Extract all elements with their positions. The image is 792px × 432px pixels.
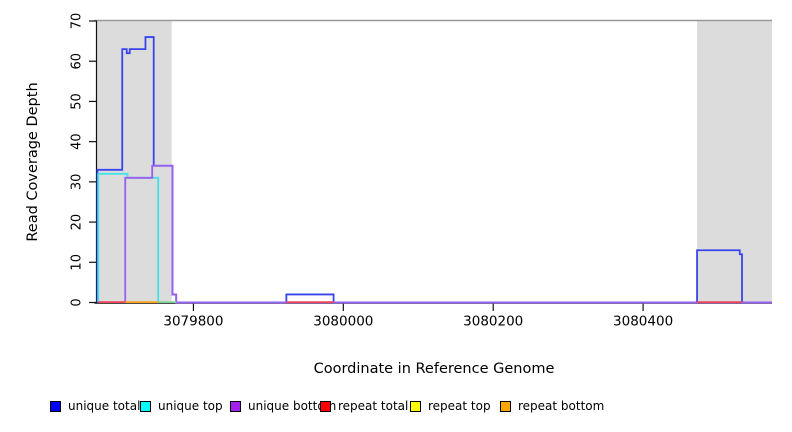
legend-swatch	[50, 400, 61, 412]
x-axis-title: Coordinate in Reference Genome	[313, 361, 555, 377]
legend-label: unique bottom	[248, 399, 337, 413]
series-unique-total	[96, 36, 772, 304]
y-tick-label: 30	[70, 174, 85, 191]
y-axis-title: Read Coverage Depth	[25, 82, 41, 242]
y-tick-label: 70	[70, 13, 85, 30]
x-tick-label: 3080000	[313, 314, 373, 330]
legend-swatch	[410, 400, 421, 412]
y-tick-label: 40	[70, 133, 85, 150]
legend-swatch	[320, 400, 331, 412]
x-tick-label: 3080200	[463, 314, 523, 330]
series-unique-top	[97, 172, 160, 303]
y-tick-label: 50	[70, 93, 85, 110]
legend-item-unique-top: unique top	[140, 398, 223, 414]
legend-label: unique total	[68, 399, 141, 413]
series-unique-bottom	[124, 164, 772, 304]
legend-item-repeat-bottom: repeat bottom	[500, 398, 604, 414]
legend-label: repeat top	[428, 399, 491, 413]
legend-item-repeat-top: repeat top	[410, 398, 491, 414]
legend-swatch	[230, 400, 241, 412]
legend-item-unique-bottom: unique bottom	[230, 398, 336, 414]
legend-item-unique-total: unique total	[50, 398, 140, 414]
y-tick-label: 60	[70, 53, 85, 70]
y-tick-label: 10	[70, 254, 85, 271]
x-tick-label: 3080400	[613, 314, 673, 330]
repeat-region-left	[96, 20, 172, 303]
legend-item-repeat-total: repeat total	[320, 398, 408, 414]
legend-label: repeat total	[338, 399, 409, 413]
legend-swatch	[140, 400, 151, 412]
repeat-region-right	[697, 20, 772, 303]
y-tick-label: 20	[70, 214, 85, 231]
legend-label: repeat bottom	[518, 399, 605, 413]
legend-swatch	[500, 400, 511, 412]
x-tick-label: 3079800	[163, 314, 223, 330]
legend: unique total unique top unique bottom repea…	[0, 398, 792, 418]
legend-label: unique top	[158, 399, 223, 413]
y-tick-label: 0	[70, 298, 85, 306]
